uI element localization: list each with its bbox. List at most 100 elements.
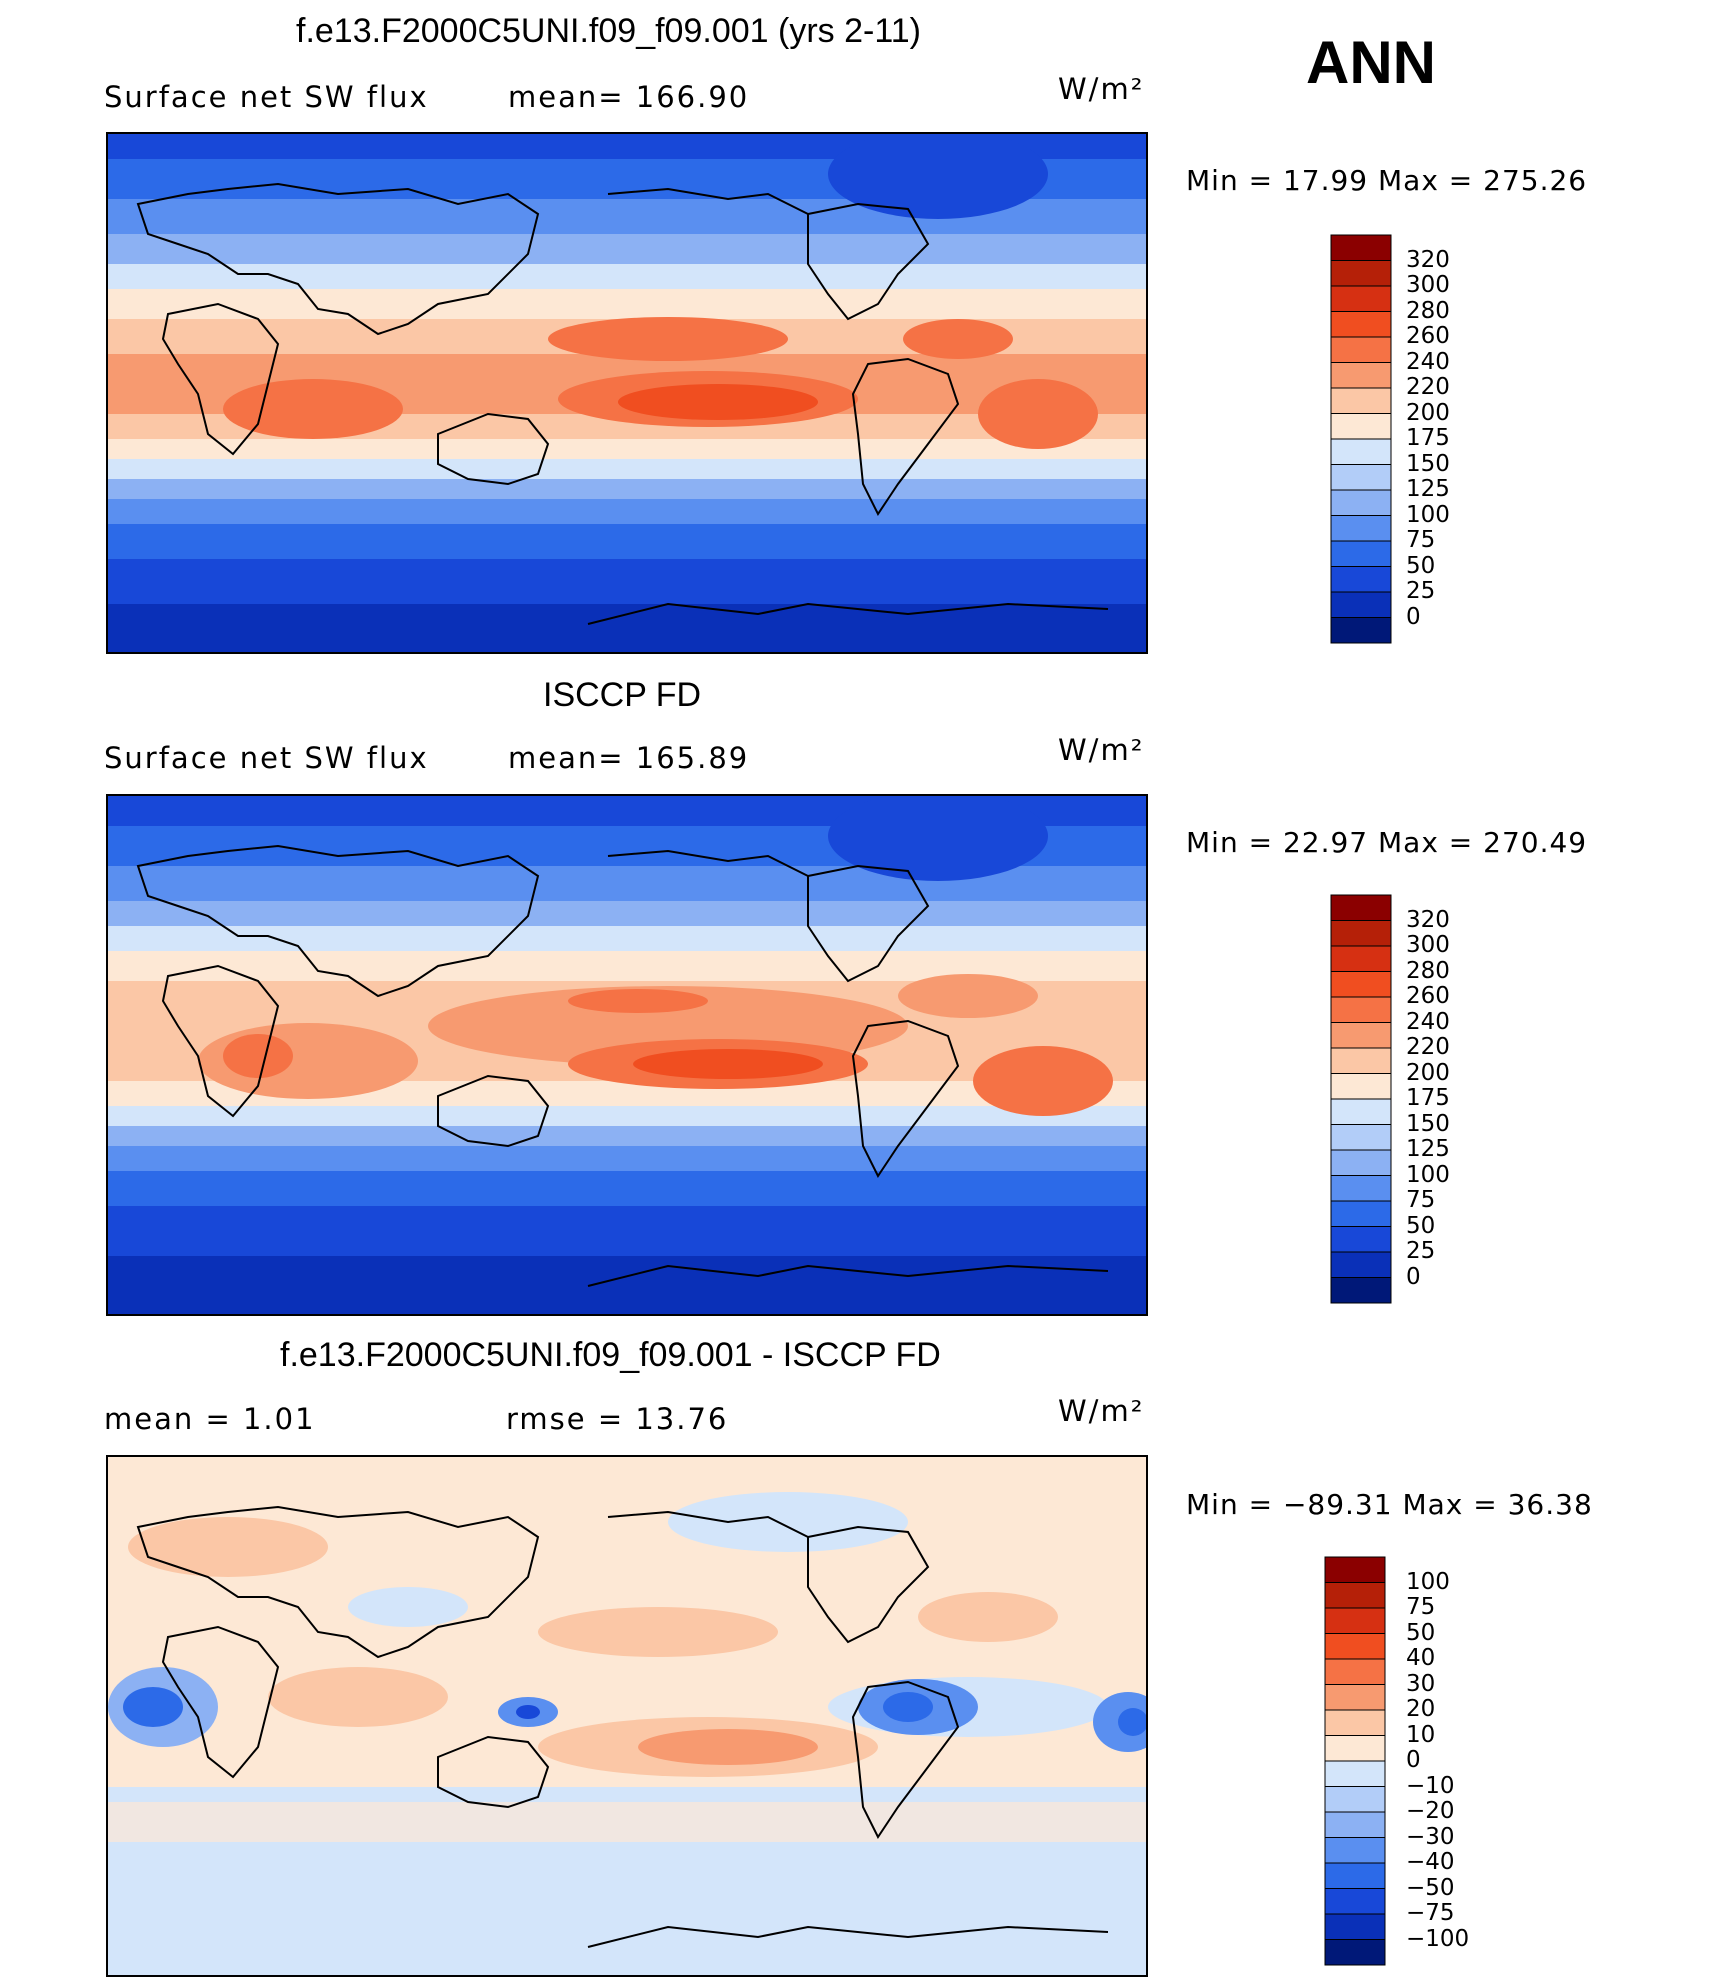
colorbar-tick-label: 30 xyxy=(1406,1670,1436,1697)
panel2-map-svg xyxy=(108,796,1146,1314)
colorbar-tick-label: 0 xyxy=(1406,1263,1421,1290)
colorbar-segment xyxy=(1330,489,1392,516)
colorbar-tick-label: 200 xyxy=(1406,1059,1450,1086)
colorbar-tick-label: 220 xyxy=(1406,374,1450,400)
colorbar-tick-label: 75 xyxy=(1406,527,1436,553)
colorbar-tick-label: −40 xyxy=(1406,1849,1455,1875)
colorbar-segment xyxy=(1324,1684,1386,1711)
colorbar-segment xyxy=(1330,1277,1392,1304)
colorbar-tick-label: 300 xyxy=(1406,932,1450,958)
colorbar-tick-label: −50 xyxy=(1406,1874,1455,1901)
colorbar-segment xyxy=(1330,387,1392,414)
colorbar-tick-label: 75 xyxy=(1406,1594,1436,1620)
colorbar-tick-label: 25 xyxy=(1406,1238,1436,1264)
colorbar-segment xyxy=(1330,1251,1392,1278)
colorbar-tick-label: 50 xyxy=(1406,1619,1436,1646)
colorbar-tick-label: 20 xyxy=(1406,1696,1436,1722)
colorbar-segment xyxy=(1330,1175,1392,1202)
colorbar-tick-label: −10 xyxy=(1406,1772,1455,1799)
colorbar-segment xyxy=(1324,1939,1386,1966)
panel3-units: W/m² xyxy=(1058,1394,1145,1428)
colorbar-tick-label: 320 xyxy=(1406,246,1450,273)
colorbar-segment xyxy=(1330,464,1392,491)
colorbar-segment xyxy=(1324,1633,1386,1660)
colorbar-segment xyxy=(1330,540,1392,567)
colorbar-segment xyxy=(1330,234,1392,261)
colorbar-segment xyxy=(1330,336,1392,363)
colorbar-tick-label: 50 xyxy=(1406,1212,1436,1239)
colorbar-tick-label: −75 xyxy=(1406,1900,1455,1926)
panel2-units: W/m² xyxy=(1058,733,1145,767)
colorbar-tick-label: 10 xyxy=(1406,1721,1436,1748)
colorbar-tick-label: 280 xyxy=(1406,297,1450,324)
panel2-colorbar-svg xyxy=(1330,894,1392,1304)
colorbar-tick-label: 320 xyxy=(1406,906,1450,933)
panel3-map-svg xyxy=(108,1457,1146,1975)
panel3-colorbar-svg xyxy=(1324,1556,1386,1966)
colorbar-tick-label: 175 xyxy=(1406,1085,1450,1111)
colorbar-tick-label: 260 xyxy=(1406,323,1450,349)
colorbar-segment xyxy=(1330,413,1392,440)
colorbar-segment xyxy=(1330,1124,1392,1151)
colorbar-tick-label: 150 xyxy=(1406,450,1450,477)
colorbar-segment xyxy=(1324,1888,1386,1915)
colorbar-segment xyxy=(1324,1709,1386,1736)
colorbar-segment xyxy=(1330,1226,1392,1253)
colorbar-tick-label: 260 xyxy=(1406,983,1450,1009)
colorbar-segment xyxy=(1330,1073,1392,1100)
colorbar-tick-label: 125 xyxy=(1406,1136,1450,1162)
colorbar-segment xyxy=(1324,1811,1386,1838)
colorbar-tick-label: 150 xyxy=(1406,1110,1450,1137)
colorbar-segment xyxy=(1330,1200,1392,1227)
colorbar-segment xyxy=(1330,1047,1392,1074)
colorbar-segment xyxy=(1330,438,1392,465)
panel3-title: f.e13.F2000C5UNI.f09_f09.001 - ISCCP FD xyxy=(280,1336,941,1374)
colorbar-tick-label: 300 xyxy=(1406,272,1450,298)
colorbar-segment xyxy=(1324,1735,1386,1762)
colorbar-tick-label: 240 xyxy=(1406,1008,1450,1035)
panel1-title: f.e13.F2000C5UNI.f09_f09.001 (yrs 2-11) xyxy=(296,12,921,50)
panel2-mean-label: mean= 165.89 xyxy=(508,741,750,775)
panel3-mean-label: mean = 1.01 xyxy=(104,1402,316,1436)
colorbar-tick-label: 100 xyxy=(1406,501,1450,528)
colorbar-segment xyxy=(1330,945,1392,972)
colorbar-segment xyxy=(1324,1556,1386,1583)
panel1-units: W/m² xyxy=(1058,72,1145,106)
panel2-colorbar xyxy=(1330,894,1392,1304)
panel2-map xyxy=(106,794,1148,1316)
colorbar-segment xyxy=(1330,311,1392,338)
colorbar-segment xyxy=(1330,260,1392,287)
colorbar-segment xyxy=(1324,1862,1386,1889)
colorbar-tick-label: 175 xyxy=(1406,425,1450,451)
colorbar-tick-label: −30 xyxy=(1406,1823,1455,1850)
colorbar-segment xyxy=(1330,1022,1392,1049)
colorbar-tick-label: 40 xyxy=(1406,1645,1436,1671)
colorbar-segment xyxy=(1324,1913,1386,1940)
panel1-colorbar-svg xyxy=(1330,234,1392,644)
colorbar-segment xyxy=(1330,1098,1392,1125)
panel1-mean-label: mean= 166.90 xyxy=(508,80,750,114)
colorbar-segment xyxy=(1330,617,1392,644)
colorbar-segment xyxy=(1324,1607,1386,1634)
panel2-minmax: Min = 22.97 Max = 270.49 xyxy=(1186,826,1588,859)
panel3-map xyxy=(106,1455,1148,1977)
colorbar-segment xyxy=(1330,1149,1392,1176)
colorbar-segment xyxy=(1330,566,1392,593)
panel3-minmax: Min = −89.31 Max = 36.38 xyxy=(1186,1488,1593,1521)
colorbar-segment xyxy=(1324,1837,1386,1864)
colorbar-segment xyxy=(1324,1582,1386,1609)
colorbar-segment xyxy=(1330,515,1392,542)
season-label: ANN xyxy=(1306,29,1436,96)
colorbar-segment xyxy=(1330,920,1392,947)
panel1-field-label: Surface net SW flux xyxy=(104,80,429,114)
colorbar-tick-label: 200 xyxy=(1406,399,1450,426)
colorbar-tick-label: −20 xyxy=(1406,1798,1455,1824)
panel1-colorbar xyxy=(1330,234,1392,644)
colorbar-tick-label: 0 xyxy=(1406,603,1421,630)
colorbar-segment xyxy=(1330,362,1392,389)
colorbar-tick-label: 0 xyxy=(1406,1747,1421,1773)
panel3-colorbar xyxy=(1324,1556,1386,1966)
colorbar-segment xyxy=(1324,1786,1386,1813)
colorbar-segment xyxy=(1330,894,1392,921)
colorbar-tick-label: 75 xyxy=(1406,1187,1436,1213)
